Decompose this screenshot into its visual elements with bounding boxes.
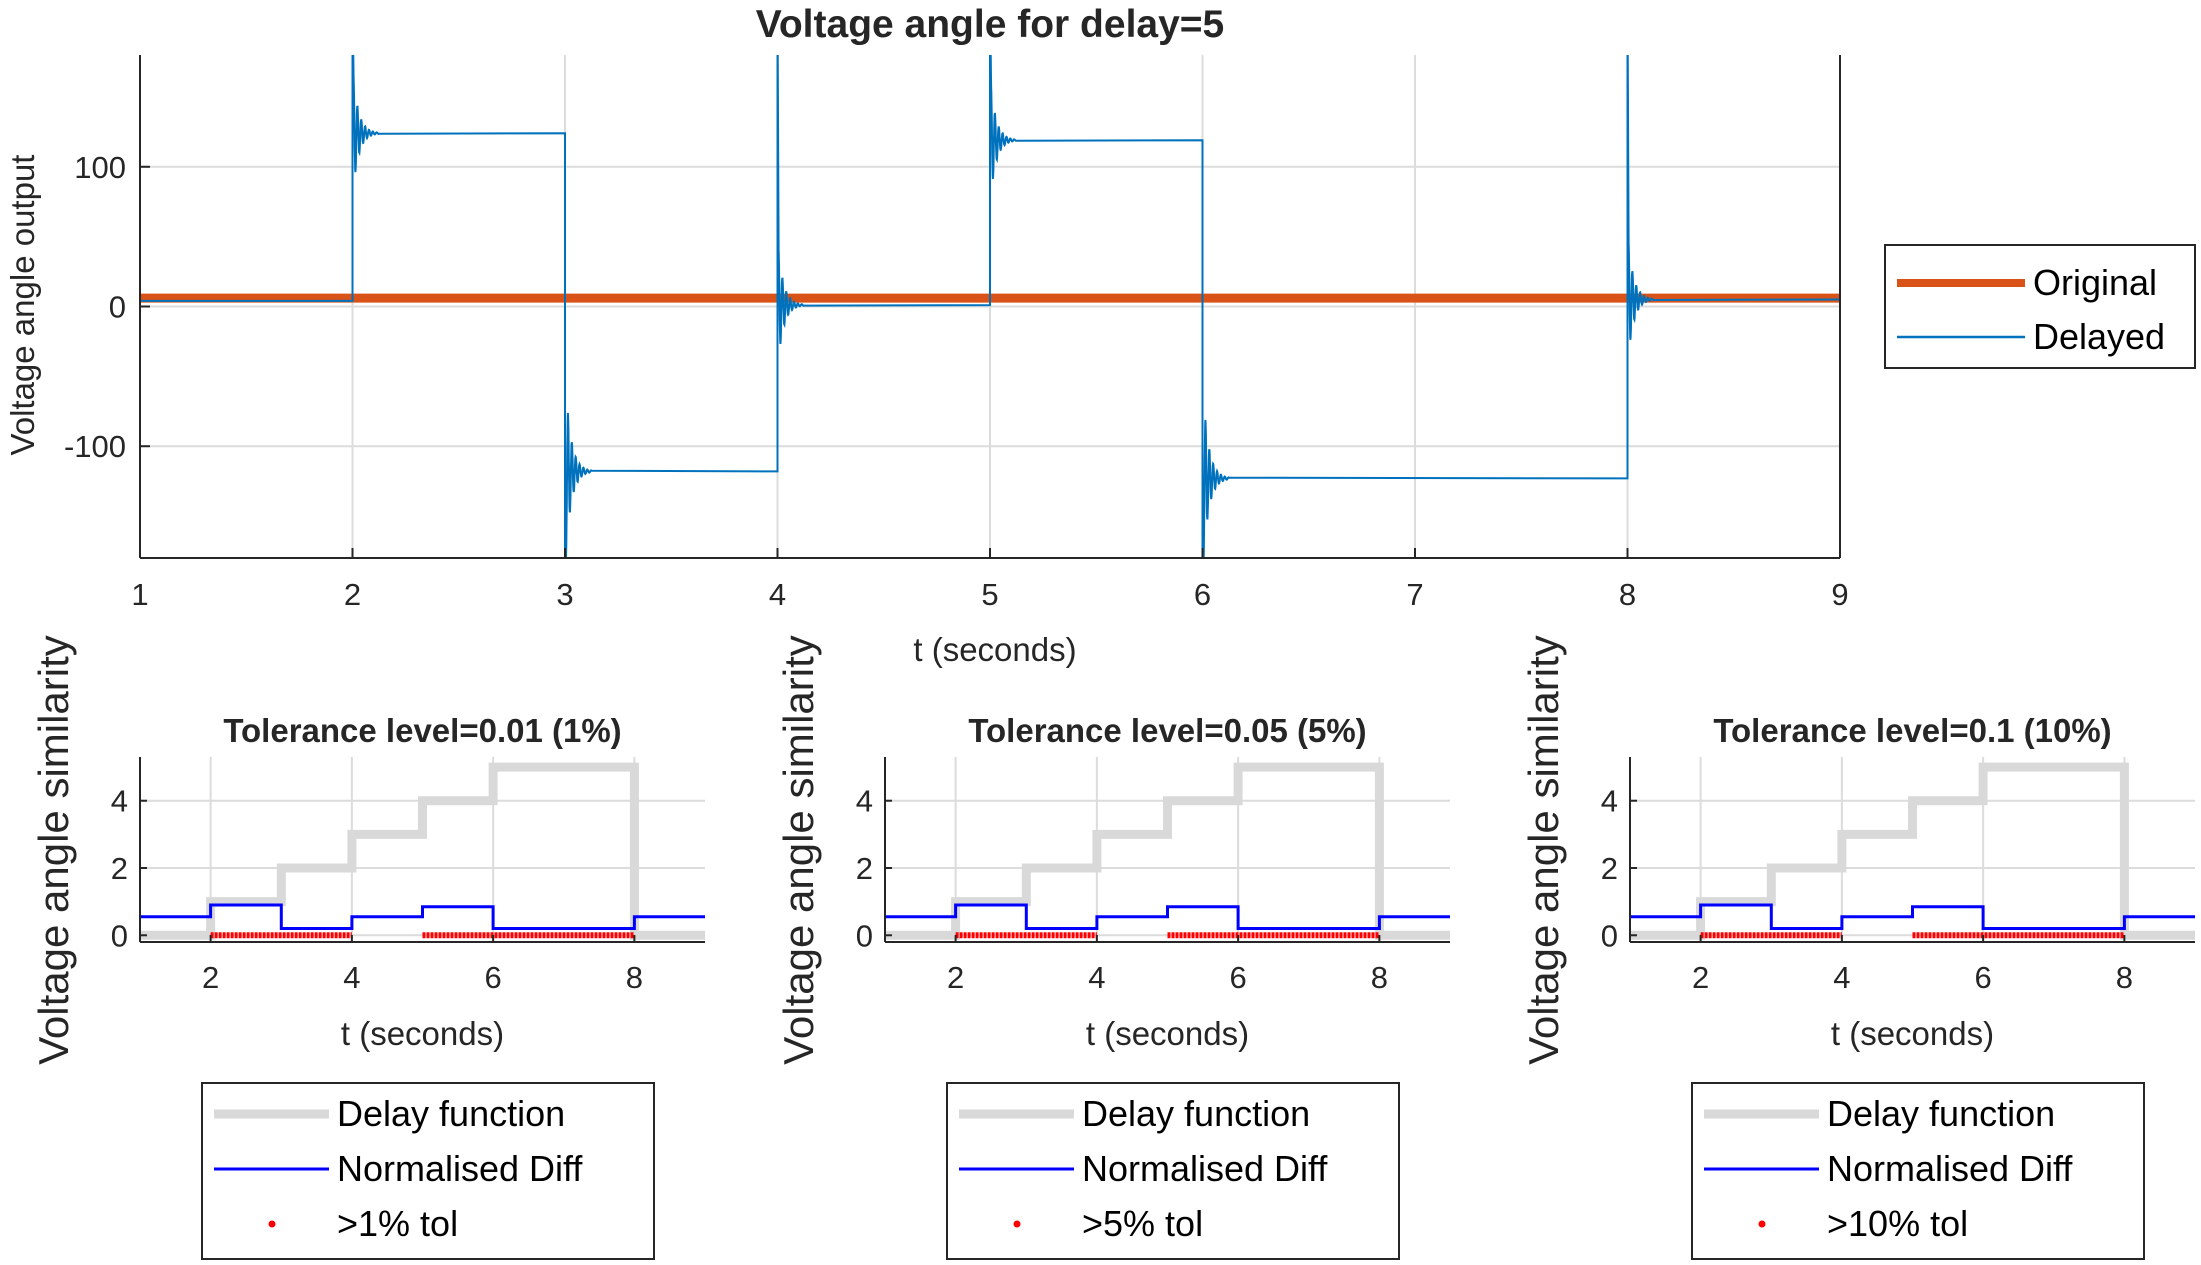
top-y-tick-label-0: -100 bbox=[64, 429, 126, 464]
top-y-tick-labels: -100 0 100 bbox=[64, 150, 126, 464]
panel-3-x-tick-label-3: 8 bbox=[2116, 960, 2133, 995]
panel-1-legend-swatch-tol bbox=[268, 1220, 276, 1228]
panel-3-legend-label-2: >10% tol bbox=[1827, 1203, 1968, 1244]
top-y-tick-label-2: 100 bbox=[74, 150, 126, 185]
top-x-tick-label-6: 7 bbox=[1406, 577, 1423, 612]
top-y-axis-label: Voltage angle output bbox=[4, 155, 41, 456]
panel-1-y-axis-label: Voltage angle similarity bbox=[30, 635, 77, 1065]
panel-3-legend-label-1: Normalised Diff bbox=[1827, 1148, 2073, 1189]
top-legend-box bbox=[1884, 244, 2196, 369]
series-delayed-line bbox=[140, 55, 1840, 558]
panel-2-legend-label-1: Normalised Diff bbox=[1082, 1148, 1328, 1189]
panel-2-delay-function-line bbox=[885, 762, 1450, 940]
panel-1-x-tick-label-3: 8 bbox=[626, 960, 643, 995]
top-x-axis-label: t (seconds) bbox=[913, 631, 1076, 668]
top-x-tick-label-1: 2 bbox=[344, 577, 361, 612]
panel-2-legend-label-0: Delay function bbox=[1082, 1093, 1310, 1134]
panel-3-title: Tolerance level=0.1 (10%) bbox=[1713, 712, 2111, 749]
panel-1-legend-label-2: >1% tol bbox=[337, 1203, 458, 1244]
panel-2-x-tick-label-1: 4 bbox=[1088, 960, 1105, 995]
panel-1-x-tick-label-2: 6 bbox=[485, 960, 502, 995]
top-chart-title: Voltage angle for delay=5 bbox=[756, 3, 1225, 46]
top-legend: Original Delayed bbox=[1884, 244, 2196, 369]
panel-3-delay-function-line bbox=[1630, 762, 2195, 940]
panel-2-y-tick-label-0: 0 bbox=[856, 918, 873, 953]
panel-1-y-tick-label-0: 0 bbox=[111, 918, 128, 953]
panel-2-normalised-diff-line bbox=[885, 903, 1450, 930]
panel-1-legend-label-1: Normalised Diff bbox=[337, 1148, 583, 1189]
top-x-tick-label-0: 1 bbox=[131, 577, 148, 612]
panel-3-legend-label-0: Delay function bbox=[1827, 1093, 2055, 1134]
top-legend-label-original: Original bbox=[2033, 262, 2157, 303]
top-series bbox=[140, 55, 1840, 558]
panel-1-normalised-diff-line bbox=[140, 903, 705, 930]
panel-1-x-tick-label-0: 2 bbox=[202, 960, 219, 995]
panel-1-y-tick-label-2: 4 bbox=[111, 784, 128, 819]
panel-3-y-tick-label-1: 2 bbox=[1601, 851, 1618, 886]
panel-1-title: Tolerance level=0.01 (1%) bbox=[223, 712, 621, 749]
top-x-tick-label-8: 9 bbox=[1831, 577, 1848, 612]
panel-2-y-tick-label-2: 4 bbox=[856, 784, 873, 819]
panel-3-x-axis-label: t (seconds) bbox=[1831, 1015, 1994, 1052]
panel-1-legend-label-0: Delay function bbox=[337, 1093, 565, 1134]
panel-1-y-tick-label-1: 2 bbox=[111, 851, 128, 886]
panel-1-delay-function-line bbox=[140, 762, 705, 940]
panel-1: Voltage angle similarity Tolerance level=… bbox=[30, 635, 705, 1260]
panel-3-x-tick-label-0: 2 bbox=[1692, 960, 1709, 995]
top-x-tick-label-7: 8 bbox=[1619, 577, 1636, 612]
panel-2-x-tick-label-3: 8 bbox=[1371, 960, 1388, 995]
top-chart: Voltage angle for delay=5 1 2 3 4 5 6 7 8 9 -100… bbox=[4, 3, 2196, 668]
panel-1-x-axis-label: t (seconds) bbox=[341, 1015, 504, 1052]
panel-2-x-tick-label-0: 2 bbox=[947, 960, 964, 995]
panel-3-y-tick-label-2: 4 bbox=[1601, 784, 1618, 819]
panel-2-legend-swatch-tol bbox=[1013, 1220, 1021, 1228]
panel-3-normalised-diff-line bbox=[1630, 903, 2195, 930]
top-x-tick-labels: 1 2 3 4 5 6 7 8 9 bbox=[131, 577, 1848, 612]
panel-2-legend-label-2: >5% tol bbox=[1082, 1203, 1203, 1244]
panel-2-x-tick-label-2: 6 bbox=[1230, 960, 1247, 995]
top-x-tick-label-4: 5 bbox=[981, 577, 998, 612]
panel-3: Voltage angle similarity Tolerance level=… bbox=[1520, 635, 2195, 1260]
panel-2-x-axis-label: t (seconds) bbox=[1086, 1015, 1249, 1052]
panel-3-y-tick-label-0: 0 bbox=[1601, 918, 1618, 953]
panel-3-x-tick-label-2: 6 bbox=[1975, 960, 1992, 995]
top-x-tick-label-5: 6 bbox=[1194, 577, 1211, 612]
top-axes bbox=[139, 55, 1841, 559]
panel-3-legend-swatch-tol bbox=[1758, 1220, 1766, 1228]
top-y-tick-label-1: 0 bbox=[109, 290, 126, 325]
bottom-panels: Voltage angle similarity Tolerance level=… bbox=[30, 635, 2195, 1260]
panel-3-y-axis-label: Voltage angle similarity bbox=[1520, 635, 1567, 1065]
top-legend-label-delayed: Delayed bbox=[2033, 316, 2165, 357]
top-x-tick-label-3: 4 bbox=[769, 577, 786, 612]
panel-2-title: Tolerance level=0.05 (5%) bbox=[968, 712, 1366, 749]
panel-3-x-tick-label-1: 4 bbox=[1833, 960, 1850, 995]
top-x-tick-label-2: 3 bbox=[556, 577, 573, 612]
panel-1-x-tick-label-1: 4 bbox=[343, 960, 360, 995]
panel-2: Voltage angle similarity Tolerance level=… bbox=[775, 635, 1450, 1260]
panel-2-y-axis-label: Voltage angle similarity bbox=[775, 635, 822, 1065]
panel-2-y-tick-label-1: 2 bbox=[856, 851, 873, 886]
